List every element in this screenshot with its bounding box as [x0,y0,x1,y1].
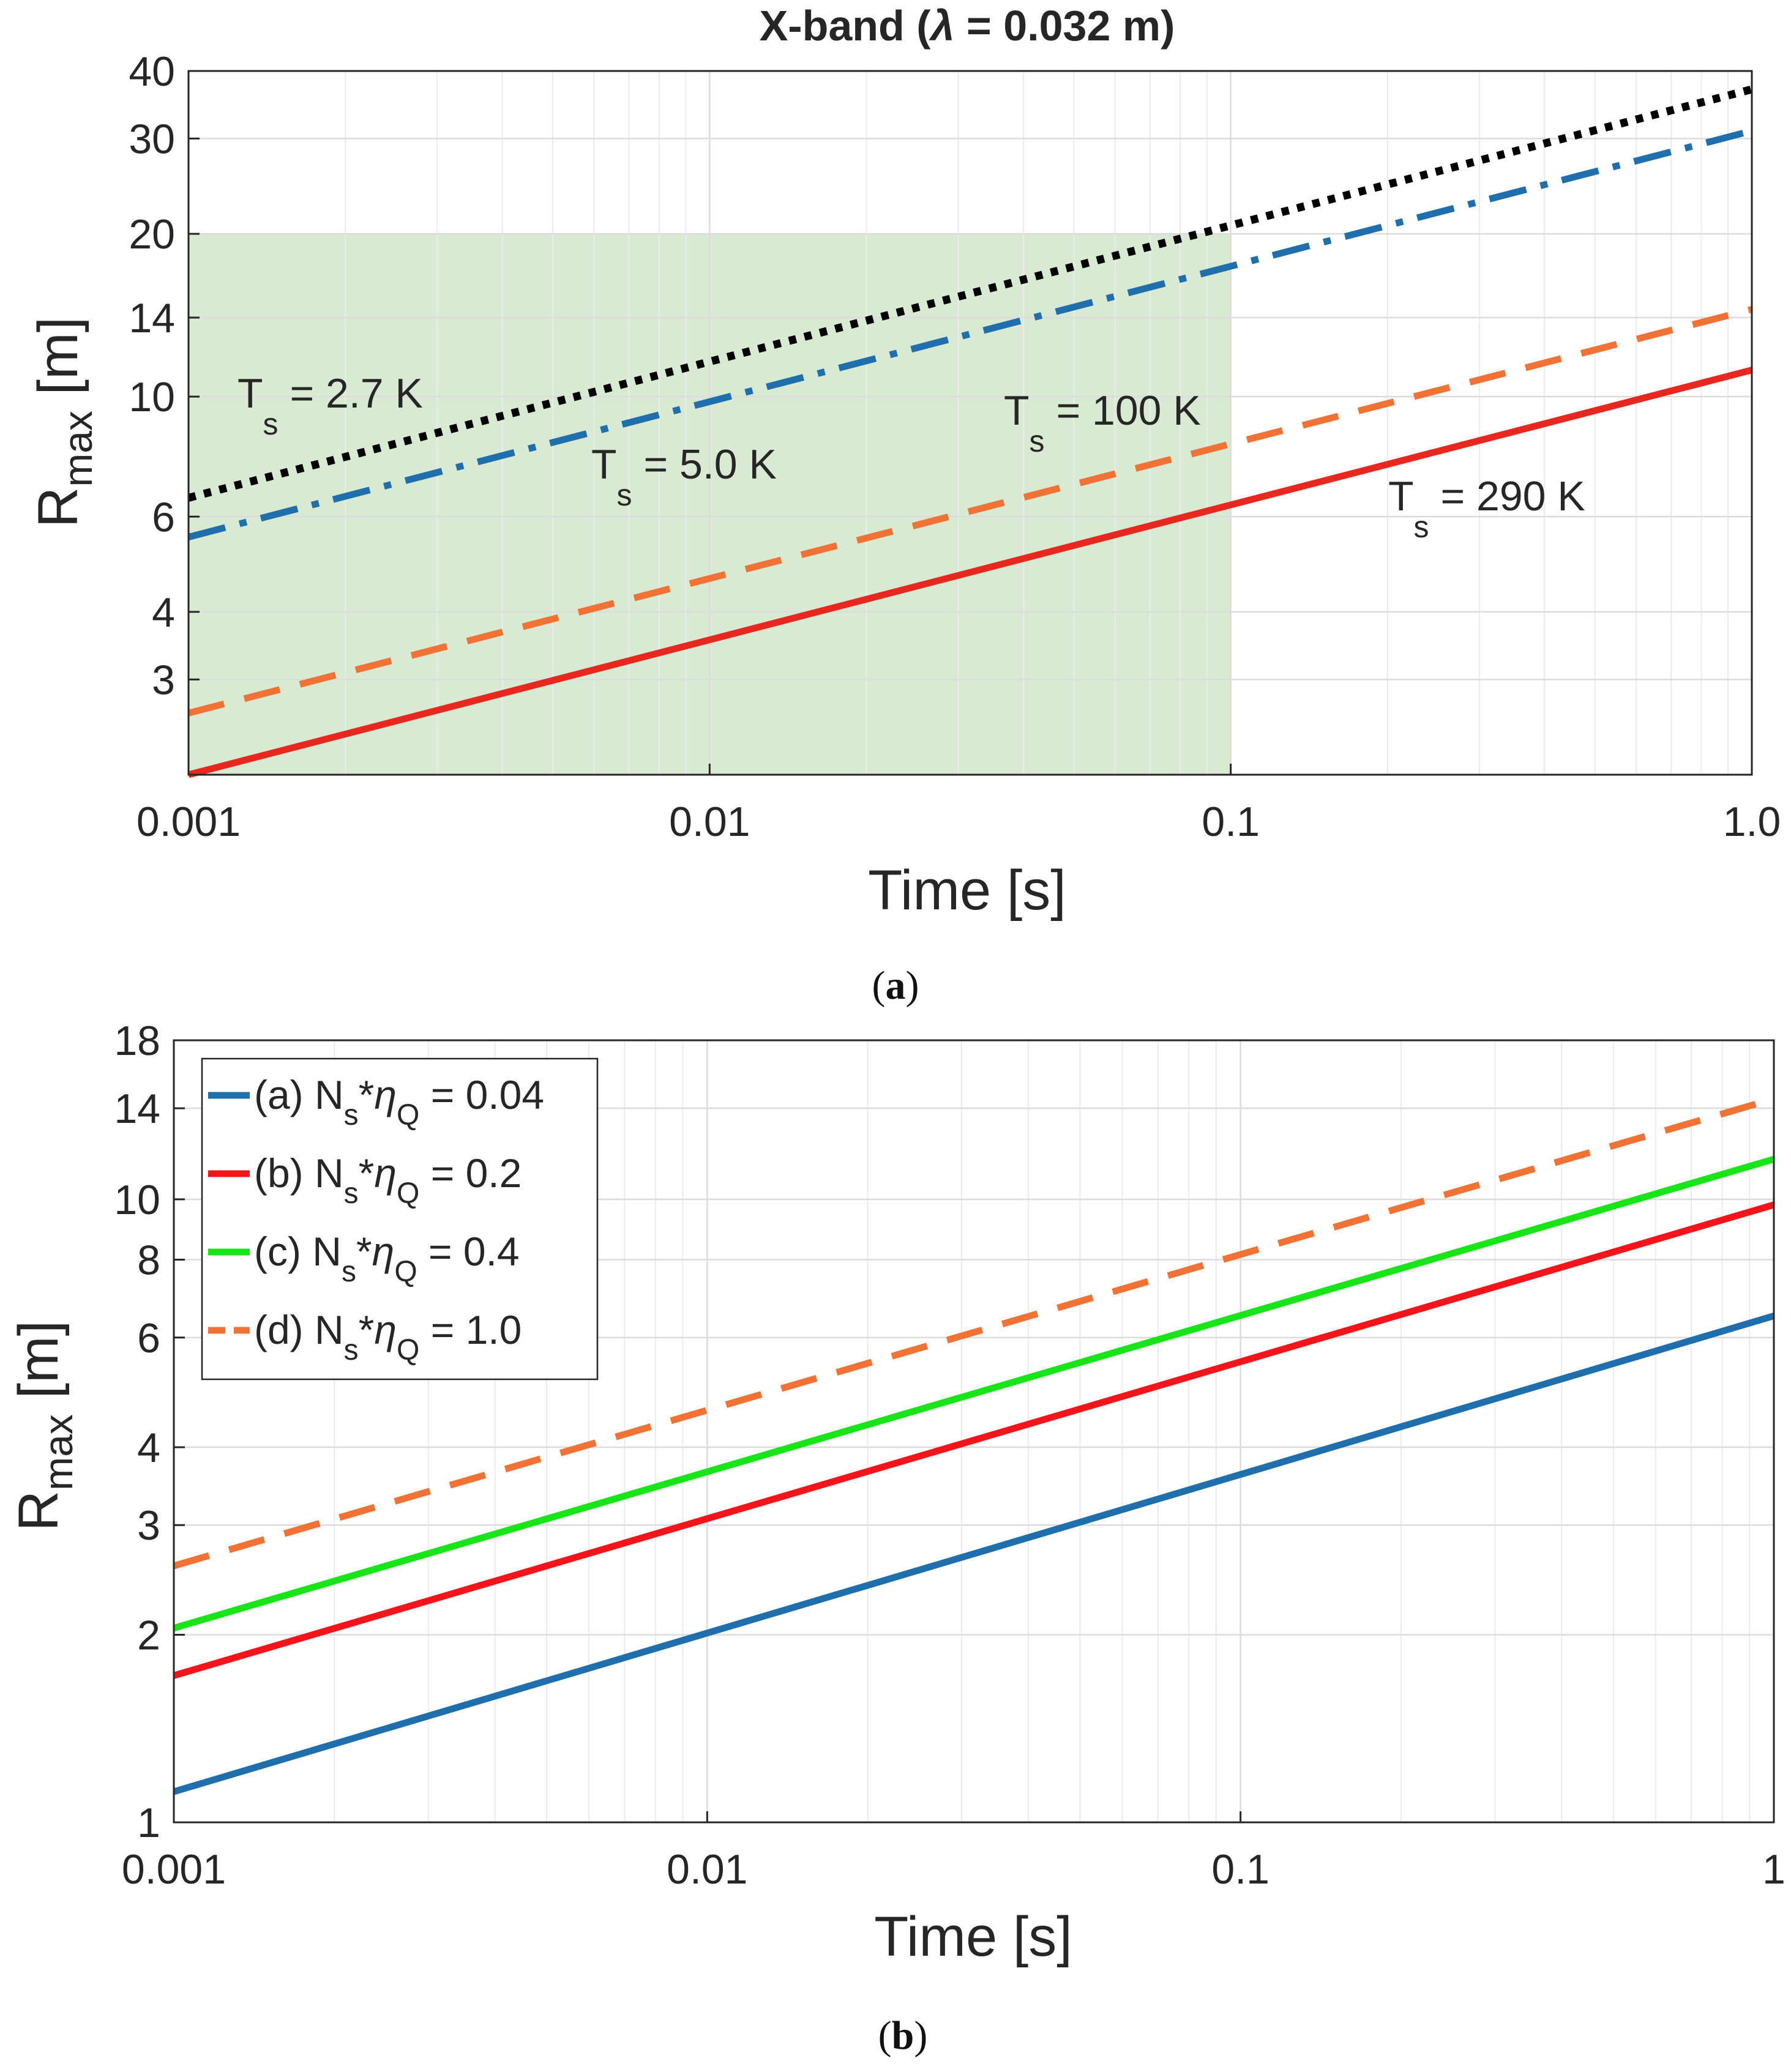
annotation-ts-100: Ts = 100 K [1004,387,1201,458]
chart-b-legend: (a) Ns*ηQ = 0.04 (b) Ns*ηQ = 0.2 (c) Ns*… [201,1057,599,1381]
chart-b: 0.001 0.01 0.1 1 1 2 3 4 6 8 10 14 18 (a) Ns*ηQ = 0… [7,1018,1785,2058]
annotation-ts-5-0: Ts = 5.0 K [591,441,777,512]
series-line-3 [187,367,1753,778]
y-tick-label: 20 [129,211,175,258]
y-tick-label: 6 [152,494,175,540]
series-line-0 [173,1313,1775,1795]
chart-a-title: X-band (λ = 0.032 m) [760,2,1175,50]
x-tick-label: 0.1 [1211,1846,1269,1893]
x-tick-label: 1 [1762,1846,1785,1893]
chart-b-y-axis-label: Rmax [m] [7,1321,81,1531]
series-line-1 [187,127,1753,540]
y-tick-label: 1 [137,1800,160,1846]
y-tick-label: 14 [114,1086,160,1132]
chart-b-caption: (b) [878,2013,928,2058]
y-tick-label: 6 [137,1315,160,1362]
legend-label-c: (c) Ns*ηQ = 0.4 [254,1229,520,1288]
series-line-3 [173,1095,1775,1570]
chart-b-plot-frame [173,1039,1775,1824]
x-tick-label: 0.1 [1202,799,1260,845]
x-tick-label: 0.01 [669,799,750,845]
chart-a-x-axis-label: Time [s] [868,859,1066,922]
legend-label-d: (d) Ns*ηQ = 1.0 [254,1307,522,1366]
x-tick-label: 0.01 [667,1846,747,1893]
series-line-2 [187,306,1753,717]
legend-box [201,1057,599,1381]
y-tick-label: 30 [129,116,175,162]
legend-label-a: (a) Ns*ηQ = 0.04 [254,1072,544,1131]
annotation-ts-2-7: Ts = 2.7 K [237,370,423,441]
y-tick-label: 10 [129,374,175,420]
y-tick-label: 3 [137,1502,160,1549]
legend-label-b: (b) Ns*ηQ = 0.2 [254,1150,522,1210]
chart-a-y-axis-label: Rmax [m] [27,317,100,527]
y-tick-label: 10 [114,1177,160,1223]
chart-a: X-band (λ = 0.032 m) 0.001 0.01 0.1 1.0 3 4 6… [27,2,1781,1008]
series-line-1 [173,1201,1775,1679]
y-tick-label: 2 [137,1612,160,1659]
y-tick-label: 14 [129,295,175,341]
y-tick-label: 8 [137,1237,160,1284]
chart-b-x-axis-label: Time [s] [874,1906,1072,1968]
y-tick-label: 18 [114,1018,160,1064]
annotation-ts-290: Ts = 290 K [1388,473,1585,544]
chart-a-caption: (a) [872,963,919,1008]
y-tick-label: 3 [152,657,175,703]
x-tick-label: 1.0 [1723,799,1781,845]
y-tick-label: 4 [137,1425,160,1471]
x-tick-label: 0.001 [122,1846,226,1893]
chart-a-plot-frame [187,70,1753,776]
y-tick-label: 4 [152,589,175,636]
x-tick-label: 0.001 [136,799,241,845]
series-line-2 [173,1155,1775,1631]
y-tick-label: 40 [129,48,175,95]
